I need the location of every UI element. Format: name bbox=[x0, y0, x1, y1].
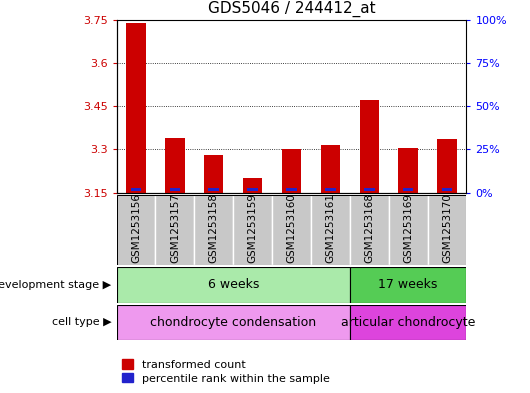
Bar bbox=[325, 188, 335, 191]
Bar bbox=[243, 178, 262, 193]
Bar bbox=[437, 139, 457, 193]
Bar bbox=[350, 195, 388, 265]
Bar bbox=[126, 22, 146, 193]
Bar bbox=[165, 138, 184, 193]
Text: GSM1253158: GSM1253158 bbox=[209, 193, 219, 263]
Text: GSM1253169: GSM1253169 bbox=[403, 193, 413, 263]
Bar bbox=[403, 188, 413, 191]
Bar bbox=[350, 267, 466, 303]
Text: cell type ▶: cell type ▶ bbox=[51, 317, 111, 327]
Bar bbox=[117, 305, 350, 340]
Bar bbox=[208, 188, 219, 191]
Bar bbox=[233, 195, 272, 265]
Bar bbox=[441, 188, 452, 191]
Text: 17 weeks: 17 weeks bbox=[378, 278, 438, 292]
Bar bbox=[388, 195, 428, 265]
Bar bbox=[321, 145, 340, 193]
Text: articular chondrocyte: articular chondrocyte bbox=[341, 316, 475, 329]
Title: GDS5046 / 244412_at: GDS5046 / 244412_at bbox=[208, 1, 375, 17]
Bar bbox=[155, 195, 195, 265]
Bar bbox=[272, 195, 311, 265]
Bar bbox=[364, 188, 375, 191]
Text: development stage ▶: development stage ▶ bbox=[0, 280, 111, 290]
Bar bbox=[286, 188, 297, 191]
Text: chondrocyte condensation: chondrocyte condensation bbox=[150, 316, 316, 329]
Text: GSM1253160: GSM1253160 bbox=[287, 194, 296, 263]
Text: GSM1253170: GSM1253170 bbox=[442, 194, 452, 263]
Bar bbox=[195, 195, 233, 265]
Bar bbox=[428, 195, 466, 265]
Bar bbox=[117, 195, 155, 265]
Text: GSM1253156: GSM1253156 bbox=[131, 193, 141, 263]
Bar bbox=[399, 148, 418, 193]
Text: GSM1253168: GSM1253168 bbox=[364, 193, 374, 263]
Text: GSM1253157: GSM1253157 bbox=[170, 193, 180, 263]
Bar bbox=[282, 149, 301, 193]
Bar bbox=[170, 188, 180, 191]
Bar bbox=[350, 305, 466, 340]
Text: 6 weeks: 6 weeks bbox=[208, 278, 259, 292]
Bar bbox=[248, 188, 258, 191]
Legend: transformed count, percentile rank within the sample: transformed count, percentile rank withi… bbox=[122, 359, 330, 384]
Text: GSM1253161: GSM1253161 bbox=[325, 193, 335, 263]
Bar bbox=[204, 155, 224, 193]
Bar bbox=[359, 100, 379, 193]
Bar bbox=[117, 267, 350, 303]
Bar bbox=[131, 188, 142, 191]
Text: GSM1253159: GSM1253159 bbox=[248, 193, 258, 263]
Bar bbox=[311, 195, 350, 265]
